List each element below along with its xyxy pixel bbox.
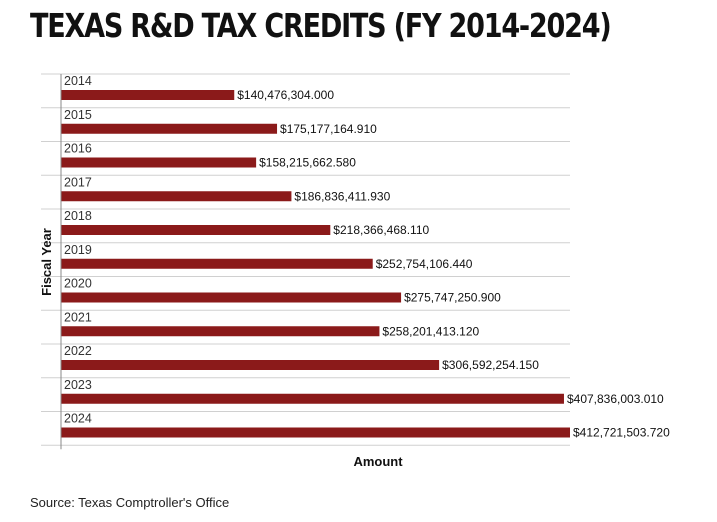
x-axis-label: Amount (353, 454, 403, 469)
category-label: 2019 (64, 243, 92, 257)
source-note: Source: Texas Comptroller's Office (30, 495, 230, 510)
bar (61, 225, 331, 235)
category-label: 2017 (64, 175, 92, 189)
category-label: 2024 (64, 412, 92, 426)
value-label: $306,592,254.150 (442, 358, 539, 372)
category-label: 2016 (64, 142, 92, 156)
category-label: 2021 (64, 310, 92, 324)
value-label: $140,476,304.000 (237, 88, 334, 102)
category-label: 2014 (64, 74, 92, 88)
bar (61, 90, 235, 100)
bar (61, 326, 380, 337)
value-label: $258,201,413.120 (382, 324, 479, 338)
bar (61, 360, 440, 370)
category-label: 2015 (64, 108, 92, 122)
category-label: 2022 (64, 344, 92, 358)
value-label: $186,836,411.930 (294, 189, 390, 203)
value-label: $158,215,662.580 (259, 156, 356, 170)
value-label: $218,366,468.110 (333, 223, 429, 237)
value-label: $252,754,106.440 (376, 257, 473, 271)
bar (61, 123, 278, 134)
bar (61, 258, 373, 269)
chart-title: TEXAS R&D TAX CREDITS (FY 2014-2024) (30, 6, 612, 45)
y-axis-label: Fiscal Year (39, 228, 54, 296)
category-label: 2020 (64, 277, 92, 291)
bar (61, 393, 564, 404)
bar (61, 427, 570, 438)
value-label: $412,721,503.720 (573, 426, 670, 440)
bar (61, 191, 292, 202)
bars: 2014 $140,476,304.000 2015 $175,177,164.910… (61, 74, 670, 440)
value-label: $275,747,250.900 (404, 291, 501, 305)
category-label: 2018 (64, 209, 92, 223)
gridlines (41, 73, 570, 446)
bar (61, 157, 257, 168)
value-label: $407,836,003.010 (567, 392, 664, 406)
bar (61, 292, 402, 303)
category-label: 2023 (64, 378, 92, 392)
value-label: $175,177,164.910 (280, 122, 377, 136)
